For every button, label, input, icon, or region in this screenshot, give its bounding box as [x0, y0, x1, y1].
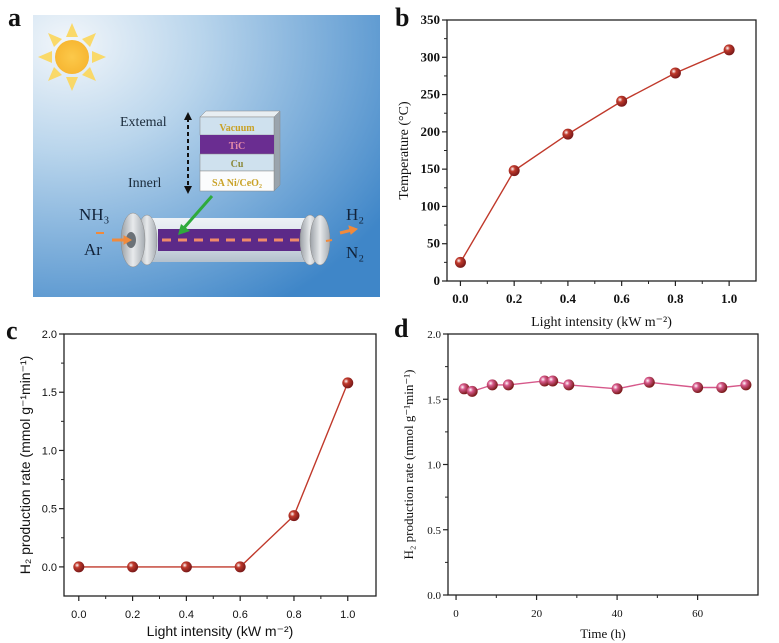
y-tick-label: 50 — [427, 236, 440, 251]
x-tick-label: 0.6 — [233, 609, 248, 621]
data-point — [563, 379, 575, 391]
x-axis-label: Light intensity (kW m⁻²) — [531, 315, 672, 330]
data-point — [508, 165, 520, 177]
x-tick-label: 0 — [453, 608, 459, 620]
y-tick-label: 0.5 — [42, 504, 57, 516]
data-point — [692, 382, 704, 394]
data-point — [547, 375, 559, 387]
x-axis-label: Time (h) — [580, 626, 625, 641]
panel-label-d: d — [394, 314, 409, 343]
y-tick-label: 1.0 — [427, 460, 441, 472]
y-tick-label: 1.5 — [427, 394, 441, 406]
y-tick-label: 0 — [434, 273, 441, 288]
y-tick-label: 250 — [421, 87, 441, 102]
x-tick-label: 40 — [612, 608, 624, 620]
y-tick-label: 2.0 — [427, 329, 441, 341]
x-tick-label: 0.0 — [452, 291, 468, 306]
x-tick-label: 60 — [692, 608, 704, 620]
y-tick-label: 0.0 — [427, 590, 441, 602]
data-point — [342, 377, 354, 389]
x-tick-label: 0.4 — [560, 291, 577, 306]
y-tick-label: 150 — [421, 161, 441, 176]
x-tick-label: 0.2 — [125, 609, 140, 621]
series-line — [459, 49, 730, 263]
data-point — [288, 510, 300, 522]
plot-frame — [63, 333, 377, 597]
x-tick-label: 20 — [531, 608, 543, 620]
y-tick-label: 0.5 — [427, 525, 441, 537]
data-point — [643, 376, 655, 388]
data-point — [716, 382, 728, 394]
y-tick-label: 0.0 — [42, 562, 57, 574]
data-point — [502, 379, 514, 391]
x-axis-label: Light intensity (kW m⁻²) — [147, 623, 294, 639]
x-tick-label: 0.4 — [179, 609, 194, 621]
x-tick-label: 1.0 — [340, 609, 355, 621]
data-point — [73, 561, 85, 573]
data-point — [127, 561, 139, 573]
data-point — [723, 44, 735, 56]
x-tick-label: 0.8 — [286, 609, 301, 621]
data-point — [539, 375, 551, 387]
y-tick-label: 200 — [421, 124, 441, 139]
y-tick-label: 2.0 — [42, 329, 57, 341]
x-tick-label: 0.2 — [506, 291, 522, 306]
series-line — [78, 382, 349, 568]
y-tick-label: 100 — [421, 198, 441, 213]
x-tick-label: 0.6 — [614, 291, 631, 306]
y-tick-label: 350 — [421, 12, 441, 27]
x-tick-label: 1.0 — [721, 291, 737, 306]
x-tick-label: 0.8 — [667, 291, 684, 306]
panel-label-a: a — [8, 3, 21, 32]
y-tick-label: 1.5 — [42, 387, 57, 399]
data-point — [611, 383, 623, 395]
y-tick-label: 1.0 — [42, 445, 57, 457]
x-tick-label: 0.0 — [71, 609, 86, 621]
data-point — [466, 385, 478, 397]
data-point — [454, 256, 466, 268]
data-point — [486, 379, 498, 391]
panel-label-b: b — [395, 3, 410, 32]
y-axis-label: H₂ production rate (mmol g⁻¹min⁻¹) — [17, 356, 33, 575]
panel-label-c: c — [6, 316, 18, 345]
y-tick-label: 300 — [421, 49, 441, 64]
y-axis-label: H₂ production rate (mmol g⁻¹min⁻¹) — [401, 370, 416, 560]
data-point — [616, 95, 628, 107]
data-point — [740, 379, 752, 391]
data-point — [669, 67, 681, 79]
data-point — [180, 561, 192, 573]
data-point — [234, 561, 246, 573]
plot-frame — [447, 333, 759, 596]
y-axis-label: Temperature (°C) — [397, 101, 412, 200]
data-point — [562, 128, 574, 140]
